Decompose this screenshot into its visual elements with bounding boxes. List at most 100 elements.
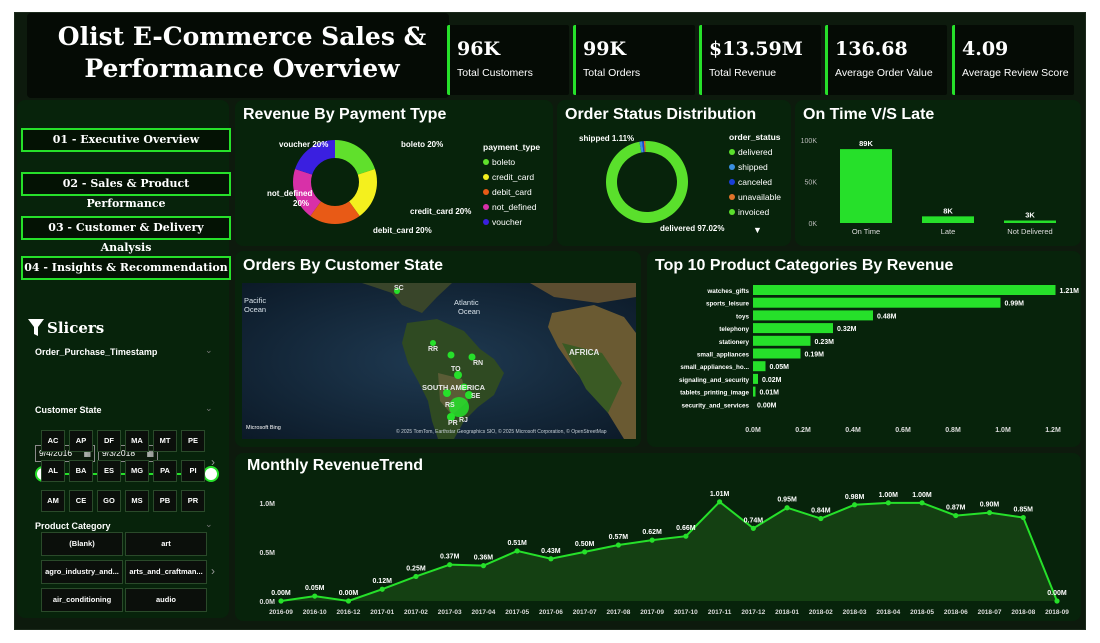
bar[interactable] bbox=[753, 310, 873, 321]
chevron-right-icon[interactable]: › bbox=[211, 564, 215, 578]
category-chip[interactable]: arts_and_craftman... bbox=[125, 560, 207, 584]
map-marker[interactable] bbox=[430, 340, 436, 346]
map-marker-large[interactable] bbox=[449, 397, 469, 417]
data-point[interactable] bbox=[312, 593, 318, 599]
category-chip[interactable]: air_conditioning bbox=[41, 588, 123, 612]
bar[interactable] bbox=[922, 216, 974, 223]
legend-item[interactable]: delivered bbox=[729, 145, 781, 160]
data-point[interactable] bbox=[582, 549, 588, 555]
legend-item[interactable]: credit_card bbox=[483, 170, 540, 185]
data-point[interactable] bbox=[717, 499, 723, 505]
state-chip[interactable]: ES bbox=[97, 460, 121, 482]
bar[interactable] bbox=[753, 348, 801, 359]
data-point[interactable] bbox=[1054, 598, 1060, 604]
state-chip[interactable]: MG bbox=[125, 460, 149, 482]
map-marker[interactable] bbox=[443, 389, 451, 397]
category-chip[interactable]: art bbox=[125, 532, 207, 556]
category-chip[interactable]: audio bbox=[125, 588, 207, 612]
state-chip[interactable]: AC bbox=[41, 430, 65, 452]
donut-slice-voucher[interactable] bbox=[295, 140, 335, 175]
calendar-icon[interactable]: ▦ bbox=[146, 449, 154, 458]
data-point[interactable] bbox=[750, 525, 756, 531]
state-chip[interactable]: PB bbox=[153, 490, 177, 512]
bar[interactable] bbox=[753, 373, 758, 384]
state-chip[interactable]: BA bbox=[69, 460, 93, 482]
donut-slice-shipped[interactable] bbox=[639, 141, 644, 153]
map-marker[interactable] bbox=[468, 353, 476, 361]
data-point[interactable] bbox=[447, 562, 453, 568]
state-chip[interactable]: AL bbox=[41, 460, 65, 482]
donut-slice-boleto[interactable] bbox=[335, 140, 375, 175]
data-point[interactable] bbox=[953, 512, 959, 519]
bar[interactable] bbox=[753, 361, 766, 372]
nav-sales-product[interactable]: 02 - Sales & Product Performance bbox=[21, 172, 231, 210]
state-chip[interactable]: MS bbox=[125, 490, 149, 512]
chevron-down-icon[interactable]: ⌄ bbox=[205, 345, 213, 355]
nav-executive-overview[interactable]: 01 - Executive Overview bbox=[21, 128, 231, 152]
data-point[interactable] bbox=[683, 533, 689, 539]
data-point[interactable] bbox=[514, 548, 520, 554]
data-point[interactable] bbox=[278, 598, 284, 604]
legend-item[interactable]: shipped bbox=[729, 160, 781, 175]
state-chip[interactable]: MA bbox=[125, 430, 149, 452]
chevron-down-icon[interactable]: ⌄ bbox=[205, 519, 213, 529]
state-chip[interactable]: PA bbox=[153, 460, 177, 482]
state-chip[interactable]: PI bbox=[181, 460, 205, 482]
category-chip[interactable]: (Blank) bbox=[41, 532, 123, 556]
legend-item[interactable]: boleto bbox=[483, 155, 540, 170]
state-chip[interactable]: PE bbox=[181, 430, 205, 452]
data-point[interactable] bbox=[345, 598, 352, 604]
data-point[interactable] bbox=[919, 500, 925, 506]
state-chip[interactable]: PR bbox=[181, 490, 205, 512]
map-marker[interactable] bbox=[460, 383, 468, 391]
map-marker[interactable] bbox=[465, 391, 473, 399]
categories-bar-chart[interactable]: watches_gifts 1.21M sports_leisure 0.99M toy… bbox=[647, 251, 1081, 447]
data-point[interactable] bbox=[885, 500, 891, 506]
status-donut-chart[interactable] bbox=[557, 100, 791, 246]
data-point[interactable] bbox=[784, 505, 790, 511]
orders-map[interactable]: Pacific Ocean Atlantic Ocean AFRICA SOUT… bbox=[242, 283, 636, 439]
state-chip[interactable]: AM bbox=[41, 490, 65, 512]
donut-slice-invoiced[interactable] bbox=[645, 141, 647, 153]
state-chip[interactable]: MT bbox=[153, 430, 177, 452]
data-point[interactable] bbox=[413, 573, 419, 580]
data-point[interactable] bbox=[986, 510, 993, 516]
map-marker[interactable] bbox=[447, 351, 455, 359]
trend-line-chart[interactable]: 1.0M 0.5M 0.0M 0.00M 2016-09 0.05M 2016-10 0.00… bbox=[235, 453, 1081, 621]
ontime-bar-chart[interactable]: 100K 50K 0K 89K On Time 8K Late 3K Not Delivered bbox=[795, 100, 1081, 246]
scroll-down-icon[interactable]: ▼ bbox=[753, 225, 762, 235]
data-point[interactable] bbox=[548, 556, 554, 562]
bar[interactable] bbox=[1004, 220, 1056, 223]
data-point[interactable] bbox=[379, 586, 385, 592]
payment-donut-chart[interactable] bbox=[235, 100, 553, 246]
map-marker[interactable] bbox=[447, 413, 455, 421]
category-chip[interactable]: agro_industry_and... bbox=[41, 560, 123, 584]
chevron-down-icon[interactable]: ⌄ bbox=[205, 403, 213, 413]
legend-item[interactable]: voucher bbox=[483, 215, 540, 230]
chevron-right-icon[interactable]: › bbox=[211, 455, 215, 469]
bar[interactable] bbox=[753, 297, 1001, 308]
donut-slice-canceled[interactable] bbox=[642, 141, 645, 153]
data-point[interactable] bbox=[1020, 514, 1026, 521]
bar[interactable] bbox=[840, 149, 892, 223]
nav-insights[interactable]: 04 - Insights & Recommendation bbox=[21, 256, 231, 280]
bar[interactable] bbox=[753, 323, 833, 334]
calendar-icon[interactable]: ▦ bbox=[83, 449, 91, 458]
state-chip[interactable]: CE bbox=[69, 490, 93, 512]
donut-slice-unavailable[interactable] bbox=[643, 141, 646, 153]
legend-item[interactable]: invoiced bbox=[729, 205, 781, 220]
legend-item[interactable]: debit_card bbox=[483, 185, 540, 200]
donut-slice-credit-card[interactable] bbox=[349, 169, 377, 216]
data-point[interactable] bbox=[649, 537, 655, 543]
state-chip[interactable]: GO bbox=[97, 490, 121, 512]
legend-item[interactable]: canceled bbox=[729, 175, 781, 190]
donut-slice-delivered[interactable] bbox=[606, 141, 688, 224]
map-marker[interactable] bbox=[454, 371, 462, 379]
bar[interactable] bbox=[753, 335, 811, 346]
data-point[interactable] bbox=[818, 515, 824, 522]
donut-slice-debit-card[interactable] bbox=[310, 201, 360, 224]
data-point[interactable] bbox=[851, 502, 858, 508]
state-chip[interactable]: DF bbox=[97, 430, 121, 452]
slider-handle-end[interactable] bbox=[203, 466, 219, 482]
bar[interactable] bbox=[753, 386, 756, 397]
